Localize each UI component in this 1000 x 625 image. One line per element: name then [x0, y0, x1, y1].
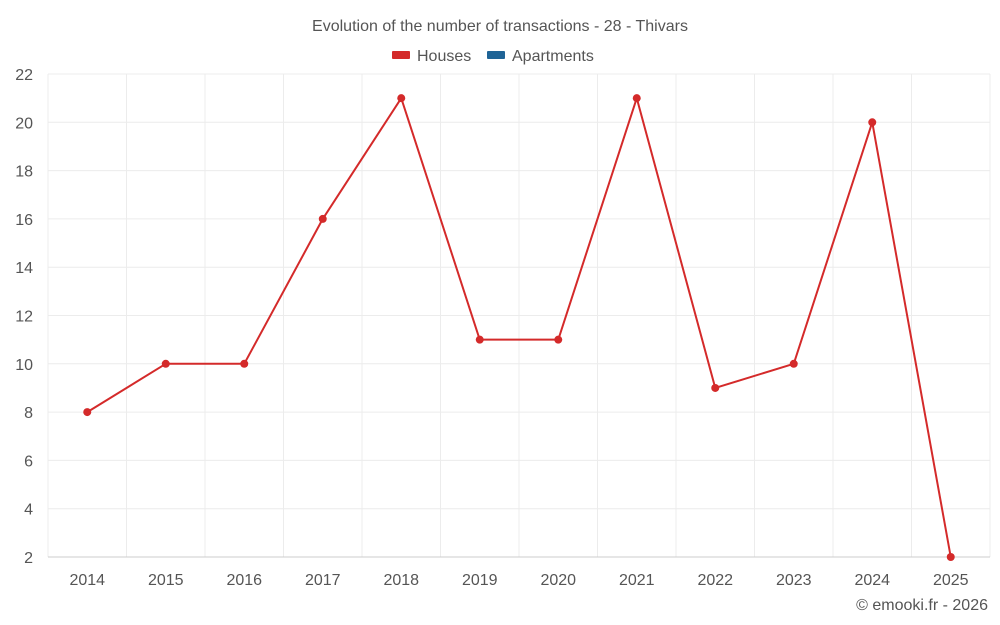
y-tick-label: 2: [24, 550, 33, 567]
credit-text: © emooki.fr - 2026: [856, 597, 988, 614]
data-point[interactable]: [554, 335, 563, 344]
legend-swatch-houses: [392, 51, 410, 59]
y-tick-label: 4: [24, 502, 33, 519]
data-point[interactable]: [789, 359, 798, 368]
x-tick-label: 2014: [69, 572, 105, 589]
y-tick-label: 18: [15, 164, 33, 181]
x-tick-label: 2017: [305, 572, 341, 589]
x-axis: 2014 2015 2016 2017 2018 2019 2020 2021 2022 2023…: [69, 572, 968, 589]
data-point[interactable]: [83, 408, 92, 417]
data-point[interactable]: [946, 553, 955, 561]
y-tick-label: 20: [15, 115, 33, 132]
x-tick-label: 2022: [697, 572, 733, 589]
y-tick-label: 6: [24, 453, 33, 470]
chart-title: Evolution of the number of transactions …: [312, 18, 688, 35]
x-tick-label: 2024: [854, 572, 890, 589]
x-tick-label: 2023: [776, 572, 812, 589]
data-point[interactable]: [868, 118, 877, 127]
data-point[interactable]: [240, 359, 249, 368]
y-axis: 2 4 6 8 10 12 14 16 18 20 22: [15, 67, 33, 567]
x-tick-label: 2018: [383, 572, 419, 589]
x-tick-label: 2025: [933, 572, 969, 589]
y-tick-label: 12: [15, 309, 33, 326]
legend-swatch-apartments: [487, 51, 505, 59]
plot-area: [83, 94, 955, 561]
data-point[interactable]: [397, 94, 406, 103]
x-tick-label: 2021: [619, 572, 655, 589]
y-tick-label: 10: [15, 357, 33, 374]
data-point[interactable]: [318, 214, 327, 223]
y-tick-label: 8: [24, 405, 33, 422]
x-tick-label: 2020: [540, 572, 576, 589]
data-point[interactable]: [161, 359, 170, 368]
x-tick-label: 2015: [148, 572, 184, 589]
x-tick-label: 2016: [226, 572, 262, 589]
legend-label-houses[interactable]: Houses: [417, 48, 471, 65]
data-point[interactable]: [475, 335, 484, 344]
grid: [47, 73, 991, 558]
y-tick-label: 14: [15, 260, 33, 277]
series-line-houses: [86, 97, 952, 558]
legend: Houses Apartments: [392, 48, 594, 65]
y-tick-label: 16: [15, 212, 33, 229]
data-point[interactable]: [632, 94, 641, 103]
y-tick-label: 22: [15, 67, 33, 84]
legend-label-apartments[interactable]: Apartments: [512, 48, 594, 65]
data-point[interactable]: [711, 383, 720, 392]
x-tick-label: 2019: [462, 572, 498, 589]
